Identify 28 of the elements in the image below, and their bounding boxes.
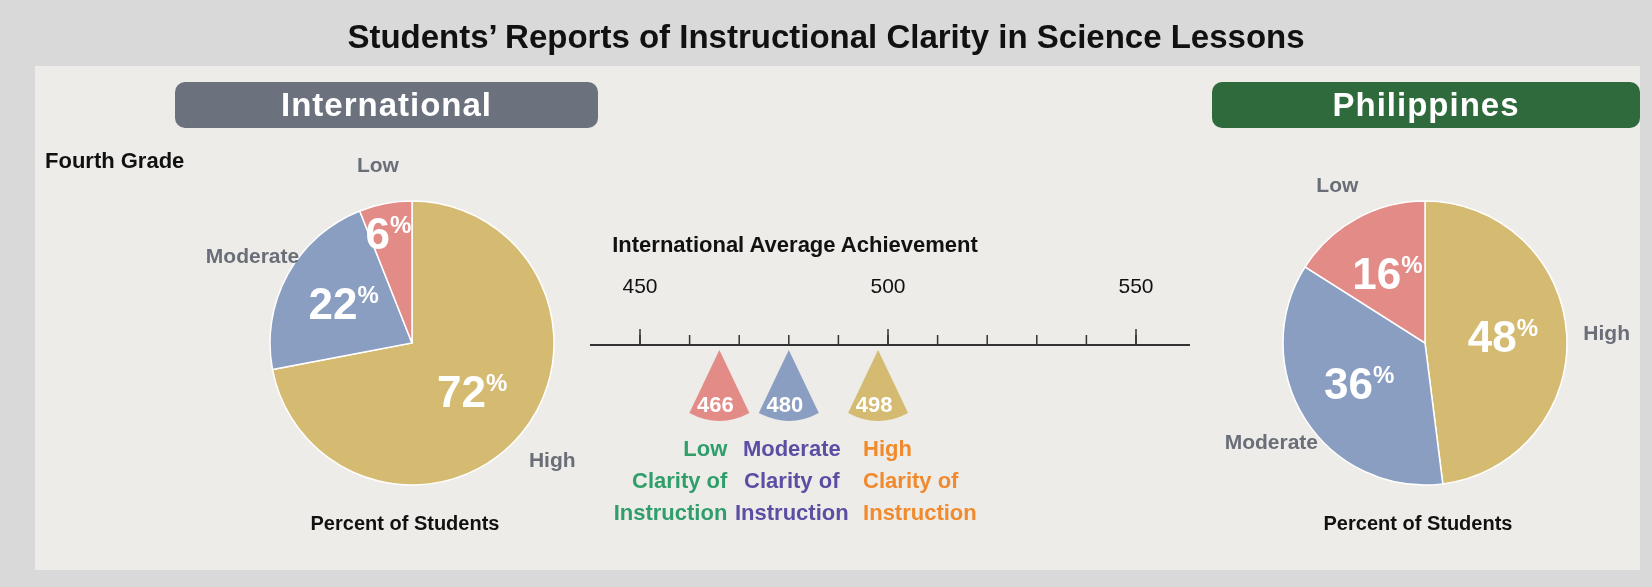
data-label: 72%	[437, 366, 508, 416]
data-label: 22%	[308, 279, 379, 329]
text: Students’ Reports of Instructional Clarity in Science Lessons	[347, 18, 1305, 55]
text: 550	[1118, 274, 1154, 297]
data-label: 48%	[1467, 312, 1539, 362]
data-label: 36%	[1323, 358, 1395, 408]
chart-title: International	[280, 86, 493, 123]
data-label: 16%	[1352, 248, 1423, 298]
slice-label: Moderate	[1224, 429, 1319, 453]
text: 500	[870, 274, 906, 297]
category-label: Moderate Clarity of Instruction	[734, 436, 849, 525]
text: Percent of Students	[310, 512, 500, 534]
slice-label: High	[528, 448, 576, 472]
slice-label: Moderate	[205, 244, 300, 268]
chart-title: Philippines	[1332, 86, 1520, 123]
text: International Average Achievement	[612, 232, 979, 257]
data-label: 480	[766, 392, 804, 417]
slice-label: Low	[356, 153, 400, 177]
data-label: 6%	[365, 208, 412, 258]
slice-label: High	[1583, 320, 1630, 344]
data-label: 466	[697, 392, 734, 417]
chart-subtitle: Fourth Grade	[45, 148, 185, 173]
category-label: High Clarity of Instruction	[863, 436, 977, 525]
data-label: 498	[855, 392, 893, 417]
text: Percent of Students	[1323, 512, 1513, 534]
category-label: Low Clarity of Instruction	[613, 436, 729, 525]
text: 450	[622, 274, 658, 297]
slice-label: Low	[1316, 172, 1359, 196]
